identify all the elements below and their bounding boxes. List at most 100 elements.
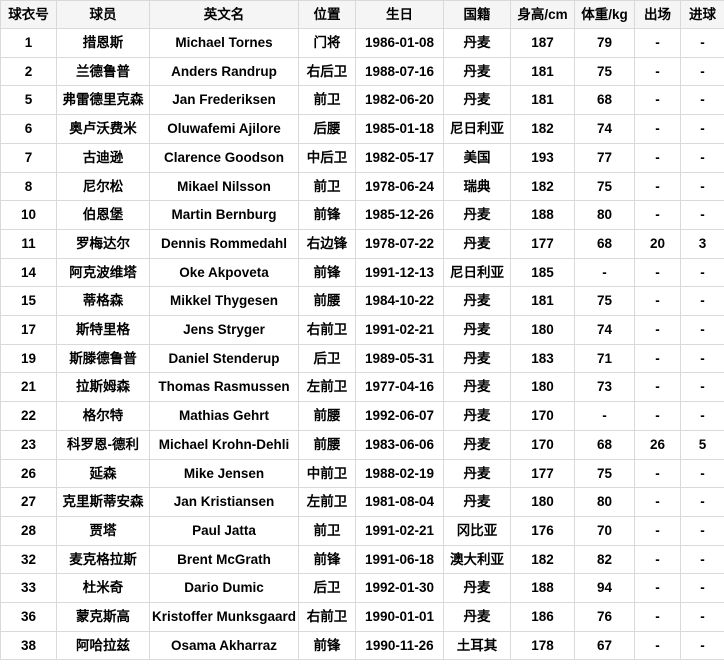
cell-number: 6 — [0, 114, 57, 144]
cell-appearances: - — [634, 401, 681, 431]
cell-number: 15 — [0, 286, 57, 317]
column-header-nationality: 国籍 — [443, 0, 511, 29]
table-row: 11 罗梅达尔 Dennis Rommedahl 右边锋 1978-07-22 丹麦 177… — [0, 228, 724, 259]
cell-height: 170 — [510, 401, 575, 431]
cell-height: 188 — [510, 200, 575, 230]
cell-birthday: 1991-02-21 — [355, 315, 444, 345]
cell-weight: 71 — [574, 343, 635, 374]
cell-height: 176 — [510, 515, 575, 546]
cell-goals: 5 — [680, 429, 724, 460]
cell-height: 180 — [510, 487, 575, 517]
cell-weight: 68 — [574, 429, 635, 460]
table-body: 1 措恩斯 Michael Tornes 门将 1986-01-08 丹麦 187 79- -2… — [0, 28, 724, 661]
cell-birthday: 1983-06-06 — [355, 429, 444, 460]
cell-name-en: Michael Krohn-Dehli — [149, 429, 299, 460]
column-header-position: 位置 — [298, 0, 356, 29]
cell-number: 21 — [0, 372, 57, 403]
cell-goals: - — [680, 257, 724, 288]
cell-height: 180 — [510, 372, 575, 403]
cell-goals: - — [680, 171, 724, 202]
table-row: 21 拉斯姆森 Thomas Rasmussen 左前卫 1977-04-16 丹麦 180… — [0, 372, 724, 403]
cell-height: 180 — [510, 315, 575, 345]
cell-name-cn: 阿哈拉兹 — [56, 630, 150, 661]
cell-weight: 75 — [574, 171, 635, 202]
cell-nationality: 瑞典 — [443, 171, 511, 202]
cell-nationality: 美国 — [443, 142, 511, 173]
cell-name-cn: 弗雷德里克森 — [56, 85, 150, 116]
table-row: 38 阿哈拉兹 Osama Akharraz 前锋 1990-11-26 土耳其 178 67… — [0, 630, 724, 661]
column-header-number: 球衣号 — [0, 0, 57, 29]
cell-goals: - — [680, 458, 724, 489]
cell-weight: 77 — [574, 142, 635, 173]
cell-appearances: - — [634, 487, 681, 517]
cell-position: 前锋 — [298, 630, 356, 661]
column-header-weight: 体重/kg — [574, 0, 635, 29]
cell-number: 14 — [0, 257, 57, 288]
cell-number: 28 — [0, 515, 57, 546]
cell-birthday: 1988-07-16 — [355, 56, 444, 87]
cell-name-cn: 措恩斯 — [56, 28, 150, 58]
cell-name-cn: 罗梅达尔 — [56, 228, 150, 259]
cell-nationality: 丹麦 — [443, 602, 511, 632]
cell-goals: - — [680, 343, 724, 374]
cell-position: 前锋 — [298, 200, 356, 230]
cell-height: 182 — [510, 544, 575, 575]
table-row: 26 延森 Mike Jensen 中前卫 1988-02-19 丹麦 177 75- - — [0, 458, 724, 489]
cell-appearances: - — [634, 286, 681, 317]
cell-appearances: - — [634, 515, 681, 546]
cell-position: 前卫 — [298, 85, 356, 116]
cell-goals: - — [680, 56, 724, 87]
cell-birthday: 1982-05-17 — [355, 142, 444, 173]
cell-nationality: 丹麦 — [443, 228, 511, 259]
cell-position: 前腰 — [298, 286, 356, 317]
cell-number: 5 — [0, 85, 57, 116]
cell-birthday: 1989-05-31 — [355, 343, 444, 374]
cell-name-cn: 蒂格森 — [56, 286, 150, 317]
cell-nationality: 丹麦 — [443, 315, 511, 345]
cell-position: 前腰 — [298, 401, 356, 431]
cell-appearances: - — [634, 85, 681, 116]
cell-weight: 74 — [574, 114, 635, 144]
cell-position: 右边锋 — [298, 228, 356, 259]
cell-goals: - — [680, 515, 724, 546]
cell-birthday: 1978-07-22 — [355, 228, 444, 259]
cell-goals: - — [680, 85, 724, 116]
cell-position: 后卫 — [298, 573, 356, 604]
cell-birthday: 1985-01-18 — [355, 114, 444, 144]
cell-name-en: Brent McGrath — [149, 544, 299, 575]
cell-number: 23 — [0, 429, 57, 460]
cell-name-en: Mikkel Thygesen — [149, 286, 299, 317]
cell-nationality: 丹麦 — [443, 286, 511, 317]
cell-name-en: Thomas Rasmussen — [149, 372, 299, 403]
cell-name-cn: 斯特里格 — [56, 315, 150, 345]
column-header-name-en: 英文名 — [149, 0, 299, 29]
cell-name-cn: 科罗恩-德利 — [56, 429, 150, 460]
table-row: 14 阿克波维塔 Oke Akpoveta 前锋 1991-12-13 尼日利亚 185- -… — [0, 257, 724, 288]
cell-name-en: Mikael Nilsson — [149, 171, 299, 202]
cell-goals: - — [680, 602, 724, 632]
cell-appearances: - — [634, 544, 681, 575]
cell-weight: - — [574, 257, 635, 288]
cell-name-cn: 杜米奇 — [56, 573, 150, 604]
cell-nationality: 尼日利亚 — [443, 257, 511, 288]
table-row: 2 兰德鲁普 Anders Randrup 右后卫 1988-07-16 丹麦 181 75-… — [0, 56, 724, 87]
cell-appearances: - — [634, 315, 681, 345]
cell-name-en: Martin Bernburg — [149, 200, 299, 230]
cell-goals: - — [680, 630, 724, 661]
cell-name-en: Jens Stryger — [149, 315, 299, 345]
cell-number: 7 — [0, 142, 57, 173]
cell-position: 前卫 — [298, 515, 356, 546]
cell-nationality: 丹麦 — [443, 372, 511, 403]
cell-weight: 80 — [574, 487, 635, 517]
cell-name-cn: 麦克格拉斯 — [56, 544, 150, 575]
column-header-name-cn: 球员 — [56, 0, 150, 29]
cell-name-cn: 斯滕德鲁普 — [56, 343, 150, 374]
cell-weight: 76 — [574, 602, 635, 632]
cell-goals: - — [680, 200, 724, 230]
cell-weight: 68 — [574, 228, 635, 259]
cell-appearances: - — [634, 602, 681, 632]
cell-name-en: Paul Jatta — [149, 515, 299, 546]
cell-height: 182 — [510, 171, 575, 202]
cell-nationality: 丹麦 — [443, 573, 511, 604]
cell-appearances: - — [634, 142, 681, 173]
